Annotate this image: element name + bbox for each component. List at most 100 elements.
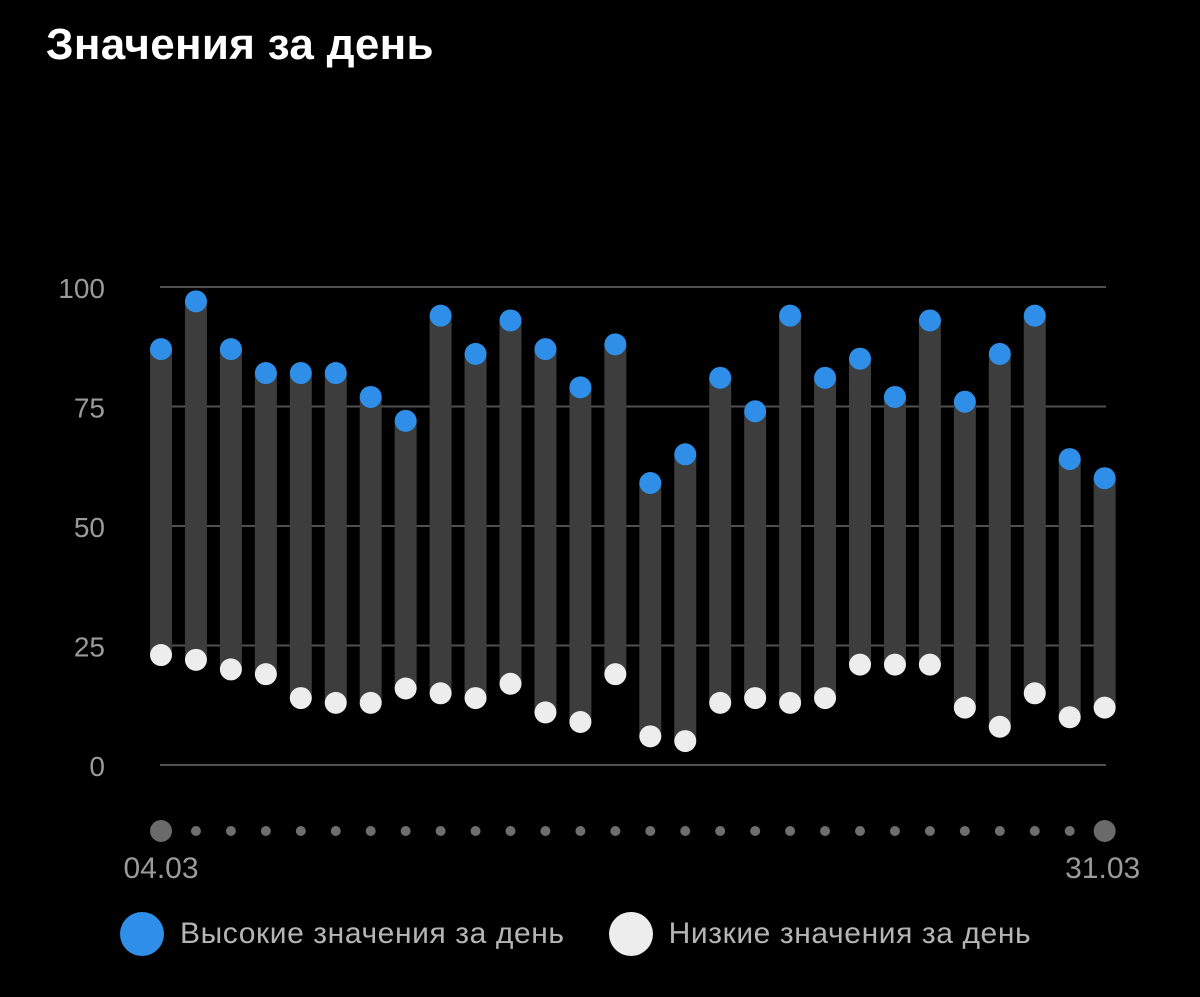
y-tick-label: 50 [74,512,105,543]
high-value-dot [150,338,172,361]
day-dot [820,826,831,836]
day-dot [610,826,621,836]
range-bar [499,320,522,684]
low-value-dot [988,715,1011,738]
low-value-dot [499,672,522,695]
low-value-dot [1023,682,1046,705]
day-dot [575,826,586,836]
day-dot [785,826,796,836]
high-value-dot [988,342,1011,365]
range-bar [1023,315,1046,694]
low-value-dot [324,691,347,714]
y-tick-label: 0 [89,751,105,782]
low-value-dot [184,648,207,671]
day-dot [889,826,900,836]
low-value-dot [744,687,767,710]
range-bar [988,353,1011,727]
day-dot [855,826,865,836]
range-bar [324,373,347,703]
high-value-dot [569,376,592,399]
low-value-dot [464,687,487,710]
day-dot [470,826,481,836]
range-bar [744,411,767,699]
range-bar [569,387,592,722]
high-value-dot [918,309,941,332]
high-value-dot [849,347,871,370]
range-bar [639,482,662,737]
range-bar [674,454,697,742]
high-value-dot [604,333,627,356]
low-value-dot [1058,706,1081,729]
day-dot [190,826,201,836]
range-end-dot [150,820,172,842]
legend: Высокие значения за день Низкие значения… [120,912,1031,956]
day-dot [715,826,726,836]
low-value-dot [219,658,242,681]
legend-label-low: Низкие значения за день [668,917,1032,950]
high-value-dot [1093,467,1116,490]
low-value-dot [289,687,312,710]
range-bar [883,396,906,665]
legend-dot-high [120,912,164,956]
low-value-dot [569,710,592,733]
high-value-dot [744,400,767,423]
high-value-dot [534,338,557,361]
range-bar [1058,459,1081,718]
high-value-dot [464,342,487,365]
high-value-dot [359,385,382,408]
range-bar [918,320,941,665]
low-value-dot [639,725,662,748]
x-start-label: 04.03 [123,852,198,885]
high-value-dot [883,385,906,408]
high-value-dot [674,443,697,466]
range-bar [709,377,732,703]
range-bar [814,377,837,699]
range-bar [779,315,802,703]
day-dot [994,826,1005,836]
low-value-dot [359,691,382,714]
high-value-dot [429,304,452,327]
low-value-dot [709,691,732,714]
low-value-dot [150,644,172,667]
range-bar [849,358,871,665]
day-dot [295,826,306,836]
day-dot [260,826,271,836]
low-value-dot [779,691,802,714]
chart-title: Значения за день [46,20,434,69]
range-bar [1093,478,1116,708]
day-dot [435,826,446,836]
low-value-dot [814,687,837,710]
day-dot [645,826,656,836]
range-bar [219,349,242,670]
low-value-dot [394,677,417,700]
x-end-label: 31.03 [1065,852,1140,885]
y-tick-label: 75 [74,393,105,424]
low-value-dot [918,653,941,676]
day-dot [400,826,411,836]
high-value-dot [814,366,837,389]
high-value-dot [709,366,732,389]
high-value-dot [394,409,417,432]
high-value-dot [184,290,207,313]
day-dot [1029,826,1040,836]
low-value-dot [254,663,277,686]
day-dot [924,826,935,836]
high-value-dot [1058,448,1081,471]
day-dot [540,826,551,836]
range-bar [289,373,312,699]
low-value-dot [883,653,906,676]
high-value-dot [254,362,277,385]
range-bar [150,349,172,656]
high-value-dot [953,390,976,413]
range-bar [359,396,382,703]
range-bar [604,344,627,675]
legend-item-low: Низкие значения за день [608,912,1032,956]
range-bar [394,420,417,689]
low-value-dot [604,663,627,686]
low-value-dot [1093,696,1116,719]
range-bar [534,349,557,713]
range-bar [184,301,207,660]
range-bar [429,315,452,694]
range-bar [953,401,976,708]
